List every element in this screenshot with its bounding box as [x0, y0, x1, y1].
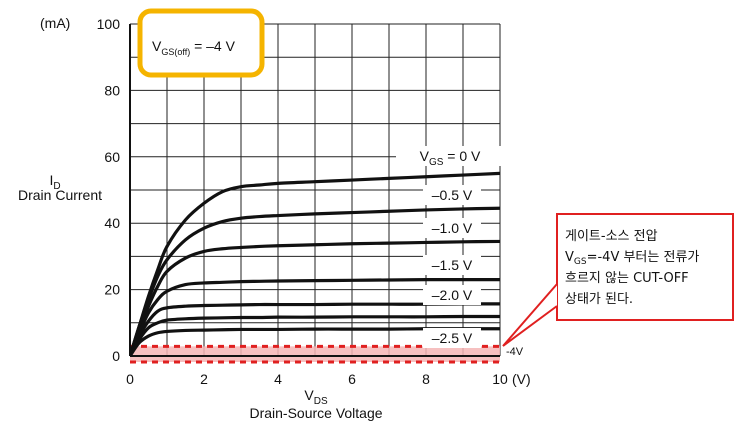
curve-series-1 — [130, 206, 500, 356]
y-tick-label: 80 — [104, 82, 120, 98]
curve-label: –1.0 V — [432, 220, 473, 236]
y-tick-label: 0 — [112, 348, 120, 364]
annotation-line-1: 게이트-소스 전압 — [565, 229, 658, 244]
y-tick-label: 20 — [104, 282, 120, 298]
cutoff-region-group — [130, 344, 502, 364]
x-axis-label-line2: Drain-Source Voltage — [249, 405, 382, 421]
y-tick-label: 100 — [97, 16, 121, 32]
y-axis-label-line2: Drain Current — [18, 187, 102, 203]
curve-label: –2.0 V — [432, 287, 473, 303]
y-tick-label: 60 — [104, 149, 120, 165]
curve-labels: VGS = 0 V –0.5 V –1.0 V –1.5 V –2.0 V –2.5 V — [396, 146, 504, 348]
curve-label: –2.5 V — [432, 330, 473, 346]
cutoff-region-fill — [130, 346, 500, 362]
curve-label-bg — [423, 285, 481, 305]
x-tick-label: 10 — [492, 371, 508, 387]
curves — [130, 171, 500, 356]
vgs-off-label: VGS(off) = –4 V — [152, 38, 236, 57]
y-axis-label: ID — [49, 172, 60, 192]
curve-series-2 — [130, 239, 500, 356]
curve-series-5 — [130, 314, 500, 356]
curve-label-bg — [423, 328, 481, 348]
axes — [129, 24, 500, 357]
curve-label-bg — [396, 146, 504, 166]
curve-series-0 — [130, 171, 500, 356]
x-axis-label: VDS — [304, 387, 328, 407]
x-unit-label: (V) — [512, 371, 531, 387]
x-tick-label: 0 — [126, 371, 134, 387]
callout-pointer — [502, 283, 558, 347]
x-tick-label: 2 — [200, 371, 208, 387]
curve-series-6 — [130, 327, 500, 356]
x-tick-label: 6 — [348, 371, 356, 387]
annotation-box — [556, 213, 734, 321]
cutoff-value-label: -4V — [506, 346, 524, 358]
curve-label-bg — [423, 185, 481, 205]
annotation-line-2: VGS=-4V 부터는 전류가 — [565, 250, 699, 267]
curve-label: VGS = 0 V — [420, 148, 481, 168]
tick-labels: 0 20 40 60 80 100 0 2 4 6 8 10 — [97, 16, 508, 387]
curve-label-bg — [423, 218, 481, 238]
annotation-line-3: 흐르지 않는 CUT-OFF — [565, 271, 689, 286]
curve-label: –0.5 V — [432, 187, 473, 203]
y-tick-label: 40 — [104, 215, 120, 231]
vgs-off-box — [137, 8, 265, 78]
annotation-line-4: 상태가 된다. — [565, 292, 633, 307]
curve-label: –1.5 V — [432, 257, 473, 273]
x-tick-label: 4 — [274, 371, 282, 387]
y-unit-label: (mA) — [40, 15, 70, 31]
curve-series-4 — [130, 302, 500, 356]
curve-series-3 — [130, 278, 500, 356]
curve-label-bg — [423, 255, 481, 275]
x-tick-label: 8 — [422, 371, 430, 387]
